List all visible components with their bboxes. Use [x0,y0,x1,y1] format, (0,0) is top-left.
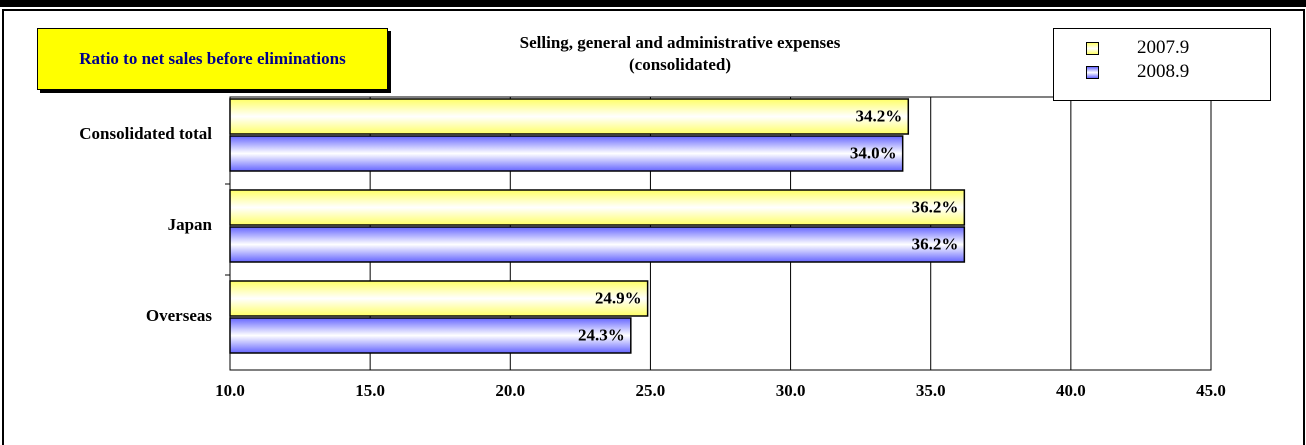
bar [229,280,649,317]
x-tick-label: 35.0 [916,381,946,400]
y-tick-label: Japan [168,215,213,234]
x-tick-label: 30.0 [776,381,806,400]
bar [229,226,966,263]
y-tick-label: Consolidated total [79,124,212,143]
legend-entry: 2007.9 [1086,37,1189,59]
value-label: 24.9% [595,288,642,307]
legend-entry: 2008.9 [1086,61,1189,83]
top-rule [0,0,1306,7]
annotation-box: Ratio to net sales before eliminations [37,28,388,90]
legend: 2007.9 2008.9 [1053,28,1271,101]
x-tick-label: 25.0 [636,381,666,400]
value-label: 36.2% [912,234,959,253]
chart-title: Selling, general and administrative expe… [519,33,841,74]
bar [229,189,966,226]
x-tick-label: 15.0 [355,381,385,400]
value-label: 34.2% [856,106,903,125]
frame [2,9,1305,445]
bar [229,317,632,354]
bar [229,98,910,135]
y-tick-label: Overseas [146,306,212,325]
legend-swatch [1086,65,1099,79]
value-label: 36.2% [912,197,959,216]
x-tick-label: 45.0 [1196,381,1226,400]
value-label: 34.0% [850,143,897,162]
legend-label: 2008.9 [1137,61,1190,82]
x-tick-label: 20.0 [495,381,525,400]
annotation: Ratio to net sales before eliminations [79,49,346,68]
x-tick-label: 10.0 [215,381,245,400]
x-tick-label: 40.0 [1056,381,1086,400]
value-label: 24.3% [578,325,625,344]
legend-label: 2007.9 [1137,37,1190,58]
bar [229,135,904,172]
legend-swatch [1086,41,1099,55]
